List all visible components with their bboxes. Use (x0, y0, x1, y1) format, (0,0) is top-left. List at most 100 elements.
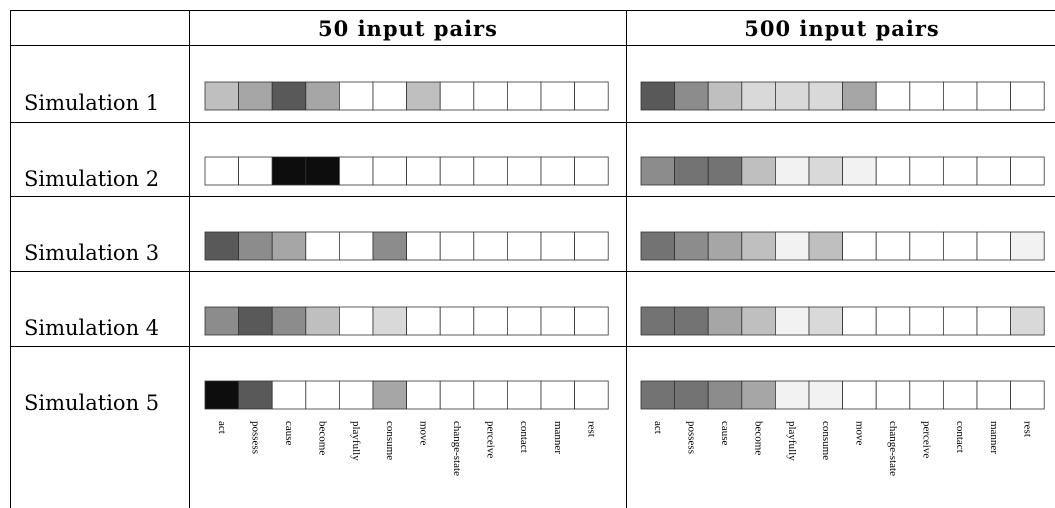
heatmap-cell-500-sim3-become (741, 231, 776, 261)
heatmap-cell-500-sim4-playfully (775, 306, 810, 336)
heatmap-cell-500-sim5-playfully (775, 380, 810, 410)
heatmap-cell-500-sim3-contact (943, 231, 978, 261)
category-label-50-contact: contact (518, 421, 530, 453)
heatmap-cell-50-sim4-contact (506, 306, 542, 336)
heatmap-cell-50-sim2-playfully (338, 156, 374, 186)
row-label-2: Simulation 2 (24, 167, 159, 191)
heatmap-cell-500-sim2-move (842, 156, 877, 186)
category-label-50-move: move (417, 421, 429, 446)
heatmap-cell-50-sim2-possess (238, 156, 273, 186)
heatmap-cell-50-sim5-contact (506, 380, 542, 410)
heatmap-cell-500-sim3-perceive (909, 231, 944, 261)
heatmap-cell-500-sim3-playfully (775, 231, 810, 261)
heatmap-cell-50-sim3-manner (540, 231, 575, 261)
heatmap-cell-500-sim3-rest (1010, 231, 1045, 261)
category-label-500-act: act (652, 421, 664, 434)
row-label-5: Simulation 5 (24, 391, 159, 415)
heatmap-cell-50-sim1-become (305, 81, 340, 111)
heatmap-cell-500-sim2-perceive (909, 156, 944, 186)
heatmap-cell-500-sim2-become (741, 156, 776, 186)
heatmap-cell-50-sim3-playfully (338, 231, 374, 261)
category-label-50-possess: possess (249, 421, 261, 454)
heatmap-cell-50-sim1-perceive (473, 81, 508, 111)
heatmap-cell-50-sim2-act (204, 156, 239, 186)
heatmap-cell-50-sim2-rest (574, 156, 609, 186)
heatmap-cell-500-sim4-move (842, 306, 877, 336)
column-header-500: 500 input pairs (744, 16, 940, 41)
heatmap-cell-50-sim3-rest (574, 231, 609, 261)
heatmap-cell-500-sim2-playfully (775, 156, 810, 186)
heatmap-cell-50-sim4-playfully (338, 306, 374, 336)
heatmap-cell-500-sim5-rest (1010, 380, 1045, 410)
category-label-500-playfully: playfully (786, 421, 798, 461)
heatmap-cell-500-sim2-consume (808, 156, 843, 186)
heatmap-cell-50-sim1-act (204, 81, 239, 111)
heatmap-cell-50-sim5-become (305, 380, 340, 410)
heatmap-cell-50-sim2-move (406, 156, 441, 186)
category-label-50-change-state: change-state (451, 421, 463, 476)
heatmap-cell-500-sim1-rest (1010, 81, 1045, 111)
heatmap-cell-50-sim4-cause (271, 306, 307, 336)
heatmap-cell-50-sim4-change-state (439, 306, 475, 336)
table-frame (10, 10, 1055, 508)
category-label-50-become: become (317, 421, 329, 455)
heatmap-cell-500-sim5-contact (943, 380, 978, 410)
heatmap-cell-500-sim4-contact (943, 306, 978, 336)
heatmap-cell-500-sim5-cause (707, 380, 743, 410)
heatmap-cell-500-sim1-become (741, 81, 776, 111)
heatmap-cell-50-sim5-playfully (338, 380, 374, 410)
heatmap-cell-50-sim5-rest (574, 380, 609, 410)
heatmap-cell-50-sim1-move (406, 81, 441, 111)
heatmap-cell-500-sim1-consume (808, 81, 843, 111)
heatmap-cell-50-sim2-perceive (473, 156, 508, 186)
heatmap-cell-500-sim5-move (842, 380, 877, 410)
heatmap-cell-500-sim2-rest (1010, 156, 1045, 186)
category-label-500-rest: rest (1021, 421, 1033, 437)
heatmap-cell-50-sim2-manner (540, 156, 575, 186)
heatmap-cell-500-sim4-consume (808, 306, 843, 336)
heatmap-cell-500-sim2-change-state (875, 156, 911, 186)
heatmap-cell-500-sim1-playfully (775, 81, 810, 111)
category-label-50-act: act (216, 421, 228, 434)
heatmap-cell-500-sim2-cause (707, 156, 743, 186)
heatmap-cell-500-sim3-change-state (875, 231, 911, 261)
category-label-500-change-state: change-state (887, 421, 899, 476)
category-label-500-contact: contact (954, 421, 966, 453)
category-label-50-consume: consume (384, 421, 396, 460)
heatmap-cell-500-sim3-manner (976, 231, 1011, 261)
heatmap-cell-50-sim3-possess (238, 231, 273, 261)
category-label-500-consume: consume (820, 421, 832, 460)
row-label-1: Simulation 1 (24, 91, 159, 115)
heatmap-cell-50-sim1-rest (574, 81, 609, 111)
heatmap-cell-500-sim4-manner (976, 306, 1011, 336)
heatmap-cell-500-sim4-possess (674, 306, 709, 336)
heatmap-cell-500-sim5-change-state (875, 380, 911, 410)
heatmap-cell-50-sim2-cause (271, 156, 307, 186)
heatmap-cell-500-sim2-contact (943, 156, 978, 186)
category-label-500-perceive: perceive (921, 421, 933, 458)
heatmap-cell-50-sim4-rest (574, 306, 609, 336)
heatmap-cell-500-sim4-act (640, 306, 675, 336)
column-header-50: 50 input pairs (318, 16, 498, 41)
heatmap-cell-500-sim4-perceive (909, 306, 944, 336)
heatmap-cell-500-sim5-manner (976, 380, 1011, 410)
heatmap-cell-500-sim1-contact (943, 81, 978, 111)
heatmap-cell-50-sim5-perceive (473, 380, 508, 410)
heatmap-cell-500-sim4-rest (1010, 306, 1045, 336)
heatmap-cell-500-sim4-change-state (875, 306, 911, 336)
heatmap-cell-50-sim2-become (305, 156, 340, 186)
category-label-50-perceive: perceive (485, 421, 497, 458)
heatmap-cell-500-sim1-move (842, 81, 877, 111)
heatmap-cell-50-sim3-move (406, 231, 441, 261)
heatmap-cell-50-sim5-manner (540, 380, 575, 410)
heatmap-cell-500-sim5-consume (808, 380, 843, 410)
category-label-50-playfully: playfully (350, 421, 362, 461)
category-label-50-rest: rest (585, 421, 597, 437)
heatmap-cell-50-sim3-consume (372, 231, 407, 261)
heatmap-cell-50-sim2-contact (506, 156, 542, 186)
heatmap-cell-50-sim5-act (204, 380, 239, 410)
heatmap-cell-50-sim4-become (305, 306, 340, 336)
heatmap-cell-50-sim5-move (406, 380, 441, 410)
heatmap-cell-500-sim1-act (640, 81, 675, 111)
